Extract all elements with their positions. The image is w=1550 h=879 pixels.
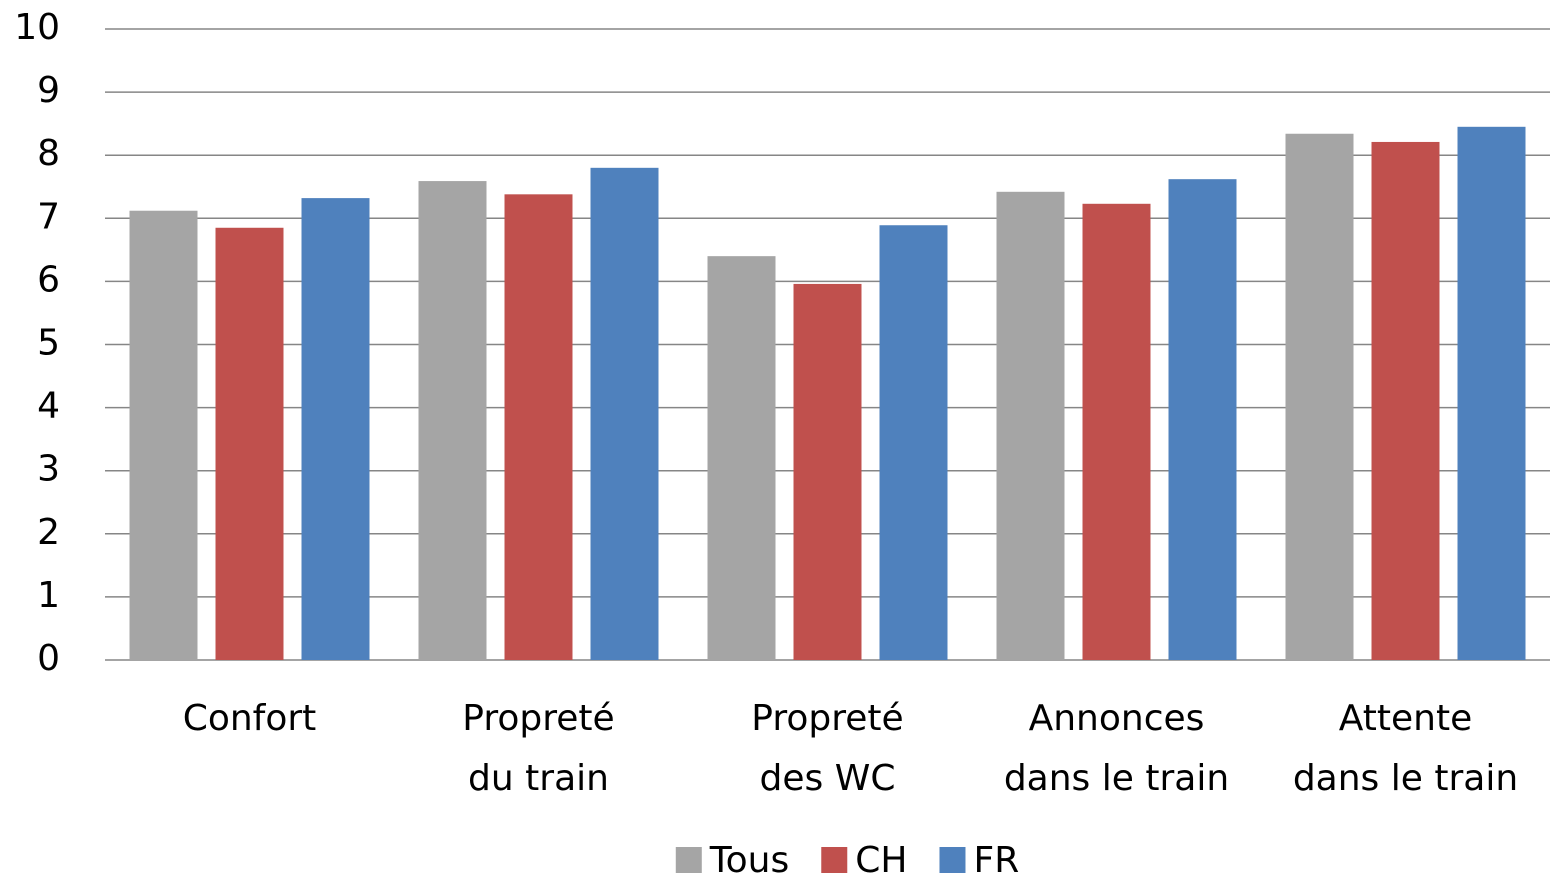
legend-label: FR <box>973 840 1019 879</box>
y-tick-label: 3 <box>37 449 60 490</box>
x-tick-label-line: des WC <box>760 758 896 799</box>
y-tick-label: 8 <box>37 133 60 174</box>
x-tick-label: Propreté des WC <box>751 698 903 799</box>
bar <box>504 194 573 660</box>
bar <box>996 191 1065 660</box>
x-tick-label-line: Annonces <box>1029 698 1205 739</box>
x-tick-label: Confort <box>183 698 317 739</box>
y-tick-label: 6 <box>37 259 60 300</box>
bar <box>707 256 776 660</box>
y-tick-label: 0 <box>37 638 60 679</box>
x-tick-label-line: Propreté <box>751 698 903 739</box>
x-tick-label-line: Propreté <box>462 698 614 739</box>
y-tick-label: 4 <box>37 386 60 427</box>
y-tick-label: 7 <box>37 196 60 237</box>
bar <box>215 227 284 660</box>
bar <box>129 210 198 660</box>
x-tick-label: Propreté du train <box>462 698 614 799</box>
bar <box>793 283 862 660</box>
legend-label: Tous <box>709 840 789 879</box>
legend-item: FR <box>939 840 1019 879</box>
bar <box>1082 203 1151 661</box>
y-tick-label: 5 <box>37 323 60 364</box>
legend-item: Tous <box>675 840 789 879</box>
y-tick-label: 10 <box>14 7 60 48</box>
bar <box>1168 179 1237 661</box>
x-tick-label-line: du train <box>468 758 609 799</box>
x-tick-label-line: dans le train <box>1004 758 1229 799</box>
x-tick-label: Attente dans le train <box>1293 698 1518 799</box>
x-tick-label-line: Confort <box>183 698 317 739</box>
bar <box>418 181 487 661</box>
legend-item: CH <box>821 840 907 879</box>
legend-swatch <box>675 847 702 873</box>
x-tick-label-line: dans le train <box>1293 758 1518 799</box>
bar <box>879 225 948 660</box>
y-tick-label: 1 <box>37 575 60 616</box>
bar <box>1371 141 1440 661</box>
y-tick-label: 2 <box>37 512 60 553</box>
x-tick-label: Annonces dans le train <box>1004 698 1229 799</box>
bar <box>590 167 659 660</box>
legend-swatch <box>821 847 848 873</box>
y-tick-label: 9 <box>37 70 60 111</box>
bar <box>1285 133 1354 661</box>
legend-label: CH <box>855 840 907 879</box>
legend-swatch <box>939 847 966 873</box>
x-tick-label-line: Attente <box>1339 698 1472 739</box>
bar <box>1457 126 1526 661</box>
bar <box>301 198 370 660</box>
